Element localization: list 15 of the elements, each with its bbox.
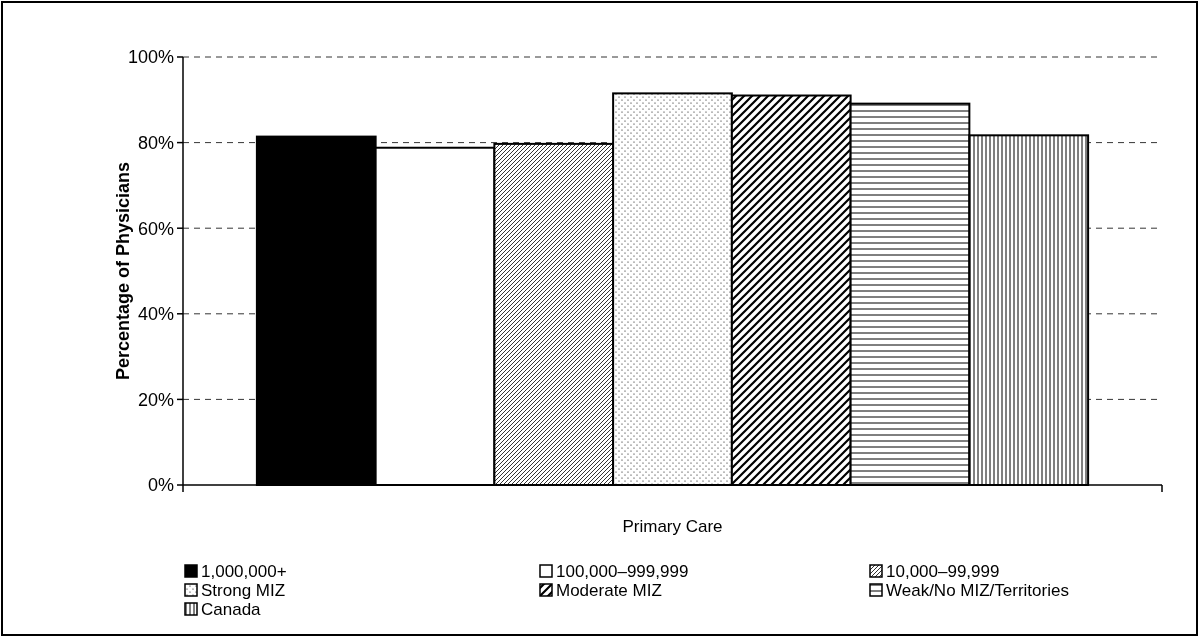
legend-label: 1,000,000+: [201, 561, 287, 581]
y-tick-label: 60%: [137, 218, 174, 239]
y-tick-label: 80%: [137, 132, 174, 153]
legend-label: Strong MIZ: [201, 580, 286, 600]
legend-label: 10,000–99,999: [886, 561, 1000, 581]
y-tick-label: 20%: [137, 389, 174, 410]
legend-label: Canada: [201, 599, 262, 619]
legend-label: Moderate MIZ: [556, 580, 662, 600]
y-tick-label: 100%: [127, 47, 174, 68]
y-tick-label: 0%: [147, 475, 174, 496]
legend-label: 100,000–999,999: [556, 561, 689, 581]
legend-label: Weak/No MIZ/Territories: [886, 580, 1069, 600]
x-tick-label: Primary Care: [622, 517, 723, 536]
y-axis-title: Percentage of Physicians: [113, 161, 133, 381]
y-tick-label: 40%: [137, 304, 174, 325]
